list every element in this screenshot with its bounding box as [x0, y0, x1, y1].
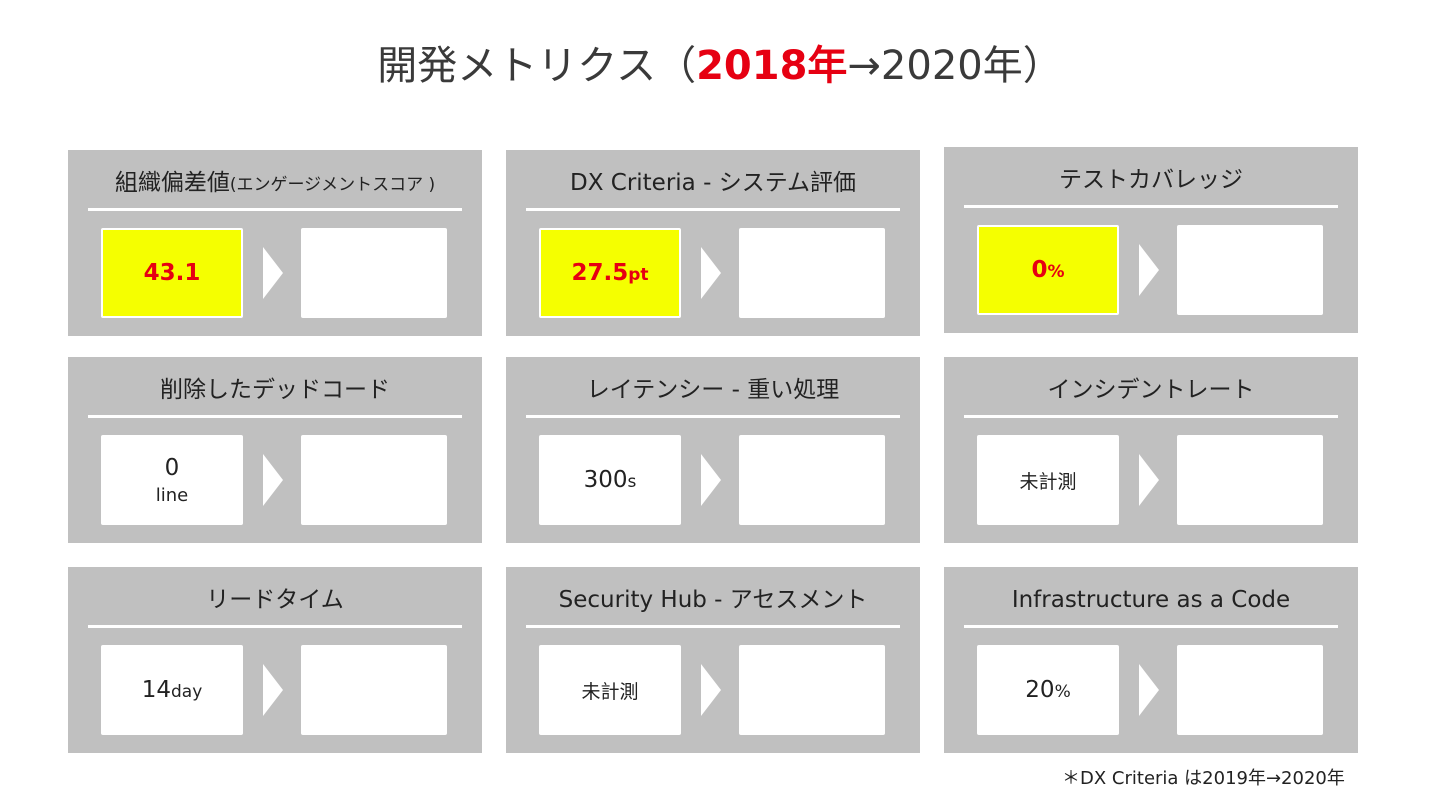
metric-unit: day	[171, 682, 203, 702]
metric-unit: %	[1047, 262, 1065, 282]
value-2020-box	[739, 228, 885, 318]
divider	[88, 208, 462, 211]
metric-value: 0	[1031, 257, 1048, 283]
metric-value: 20	[1025, 677, 1055, 703]
arrow-right-icon	[263, 247, 283, 299]
metric-card-lead-time: リードタイム 14day	[68, 567, 482, 753]
arrow-right-icon	[1139, 244, 1159, 296]
metric-label: 削除したデッドコード	[160, 377, 390, 403]
value-2018-box: 300s	[539, 435, 681, 525]
value-2018-box: 0 line	[101, 435, 243, 525]
metric-label: レイテンシー - 重い処理	[586, 377, 840, 403]
value-2020-box	[301, 228, 447, 318]
divider	[88, 415, 462, 418]
metric-value: 未計測	[1019, 470, 1077, 493]
metric-value: 300	[583, 467, 628, 493]
value-2018-box: 43.1	[101, 228, 243, 318]
value-2020-box	[739, 645, 885, 735]
metric-label-note: (エンゲージメントスコア )	[229, 175, 436, 195]
metric-label: テストカバレッジ	[1059, 167, 1243, 193]
metric-unit: %	[1054, 682, 1071, 702]
arrow-right-icon	[263, 454, 283, 506]
value-2018-box: 未計測	[977, 435, 1119, 525]
metric-label: Infrastructure as a Code	[1011, 587, 1291, 613]
metric-unit: line	[155, 484, 189, 506]
metric-value: 43.1	[143, 260, 201, 286]
arrow-right-icon	[1139, 454, 1159, 506]
value-2020-box	[1177, 225, 1323, 315]
metric-value: 27.5	[571, 260, 629, 286]
footnote: ＊DX Criteria は2019年→2020年	[1062, 768, 1345, 789]
value-2020-box	[739, 435, 885, 525]
metric-card-security-hub: Security Hub - アセスメント 未計測	[506, 567, 920, 753]
metric-value: 0	[164, 454, 180, 481]
page-title: 開発メトリクス（2018年→2020年）	[0, 38, 1440, 94]
metric-label: リードタイム	[206, 587, 344, 613]
title-highlight-year: 2018年	[696, 43, 848, 89]
arrow-right-icon	[263, 664, 283, 716]
divider	[88, 625, 462, 628]
metric-card-incident-rate: インシデントレート 未計測	[944, 357, 1358, 543]
metric-value: 未計測	[581, 680, 639, 703]
divider	[526, 415, 900, 418]
metric-card-dx-criteria: DX Criteria - システム評価 27.5pt	[506, 150, 920, 336]
value-2018-box: 0%	[977, 225, 1119, 315]
title-prefix: 開発メトリクス（	[377, 43, 697, 89]
metric-label: インシデントレート	[1047, 377, 1255, 403]
value-2018-box: 27.5pt	[539, 228, 681, 318]
arrow-right-icon	[1139, 664, 1159, 716]
divider	[964, 415, 1338, 418]
value-2018-box: 14day	[101, 645, 243, 735]
metric-unit: s	[627, 472, 637, 492]
divider	[526, 208, 900, 211]
metric-label: 組織偏差値(エンゲージメントスコア )	[114, 170, 436, 196]
metric-card-dead-code: 削除したデッドコード 0 line	[68, 357, 482, 543]
title-suffix: →2020年）	[847, 43, 1063, 89]
divider	[526, 625, 900, 628]
value-2020-box	[1177, 645, 1323, 735]
divider	[964, 205, 1338, 208]
value-2018-box: 20%	[977, 645, 1119, 735]
arrow-right-icon	[701, 454, 721, 506]
metric-label: Security Hub - アセスメント	[558, 587, 868, 613]
value-2020-box	[301, 645, 447, 735]
metric-label: DX Criteria - システム評価	[569, 170, 857, 196]
value-2020-box	[301, 435, 447, 525]
arrow-right-icon	[701, 664, 721, 716]
metric-value: 14	[141, 677, 171, 703]
divider	[964, 625, 1338, 628]
value-2020-box	[1177, 435, 1323, 525]
value-2018-box: 未計測	[539, 645, 681, 735]
arrow-right-icon	[701, 247, 721, 299]
metric-card-test-coverage: テストカバレッジ 0%	[944, 147, 1358, 333]
metric-card-engagement: 組織偏差値(エンゲージメントスコア ) 43.1	[68, 150, 482, 336]
metric-card-iac: Infrastructure as a Code 20%	[944, 567, 1358, 753]
metric-card-latency: レイテンシー - 重い処理 300s	[506, 357, 920, 543]
metric-unit: pt	[628, 265, 649, 285]
